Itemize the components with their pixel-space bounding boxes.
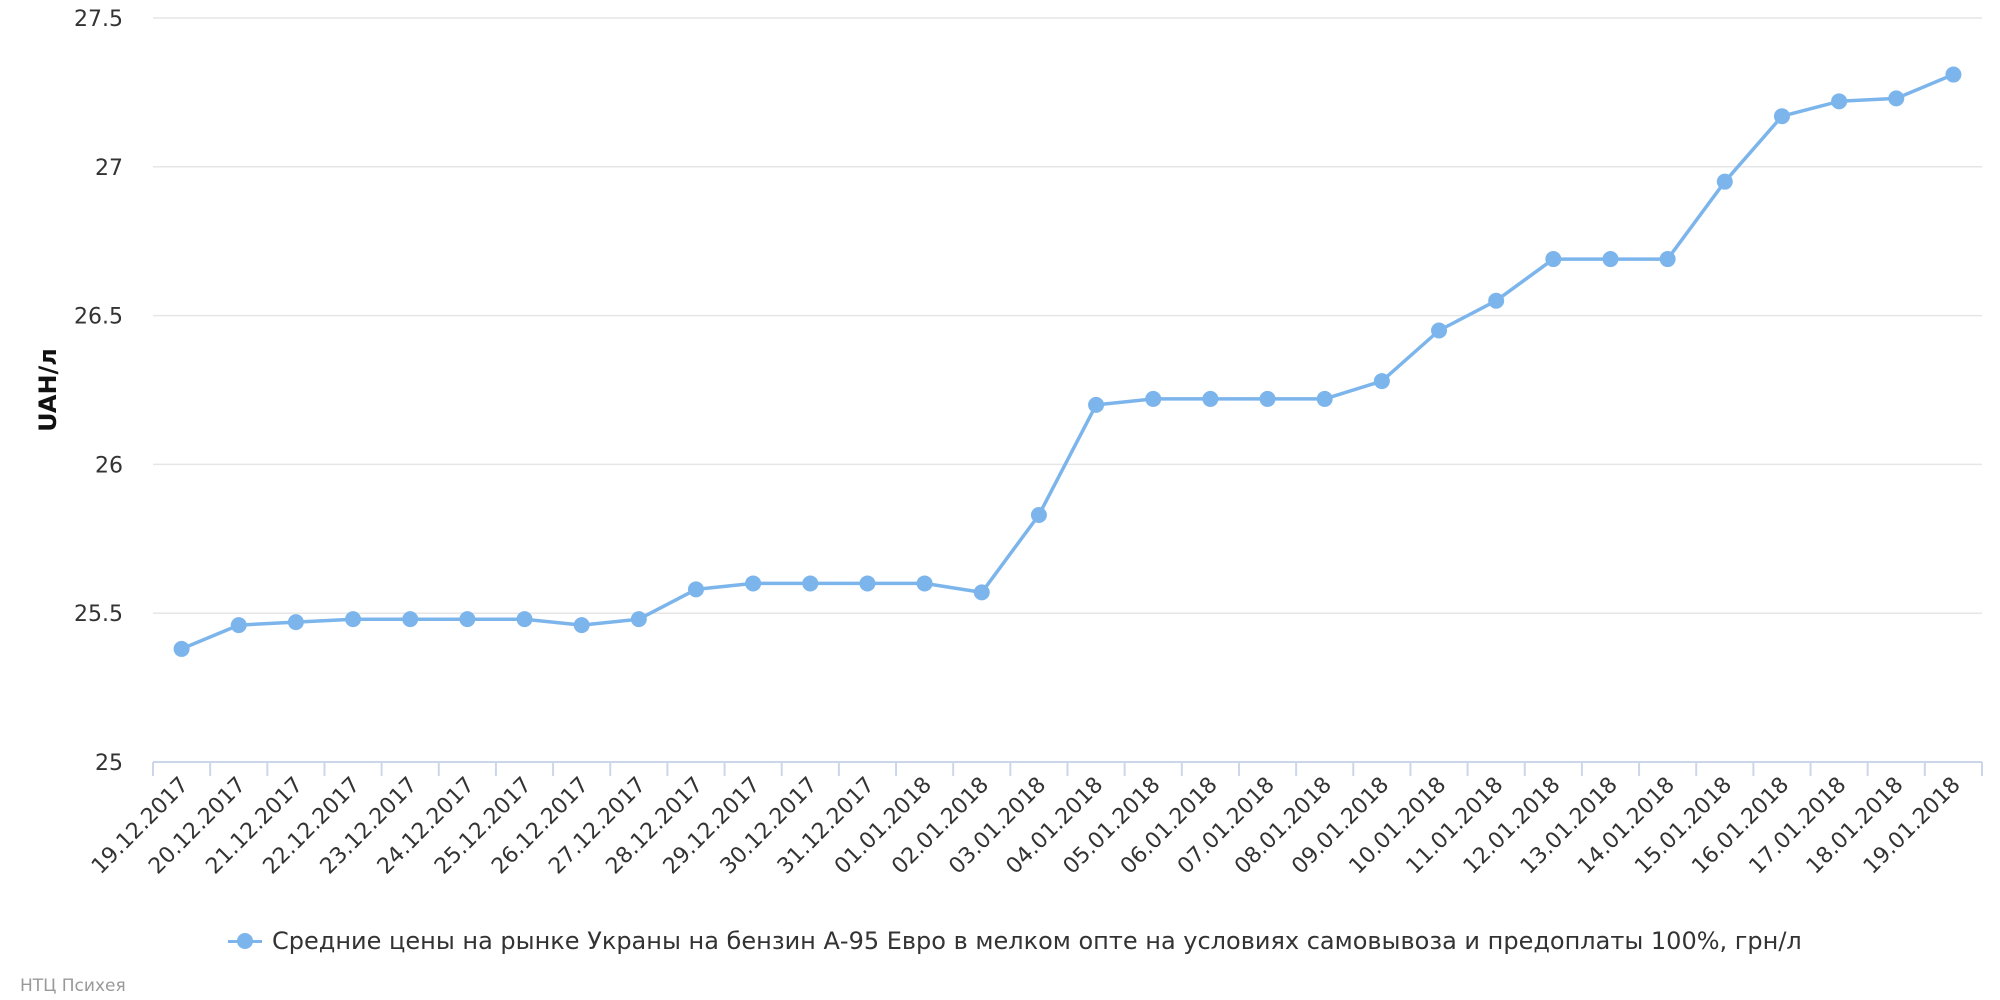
- data-point[interactable]: [173, 640, 190, 657]
- data-point[interactable]: [1030, 506, 1047, 523]
- legend[interactable]: Средние цены на рынке Украны на бензин А…: [228, 924, 1802, 958]
- data-point[interactable]: [1145, 390, 1162, 407]
- data-point[interactable]: [687, 581, 704, 598]
- data-point[interactable]: [1316, 390, 1333, 407]
- data-point[interactable]: [1259, 390, 1276, 407]
- data-point[interactable]: [859, 575, 876, 592]
- y-tick-label: 25: [95, 751, 123, 776]
- data-point[interactable]: [916, 575, 933, 592]
- data-point[interactable]: [516, 611, 533, 628]
- data-point[interactable]: [1602, 251, 1619, 268]
- data-point[interactable]: [459, 611, 476, 628]
- data-point[interactable]: [1659, 251, 1676, 268]
- y-tick-label: 25.5: [74, 602, 123, 627]
- data-point[interactable]: [573, 617, 590, 634]
- y-axis: 25 25.5 26 26.5 27 27.5: [74, 7, 123, 776]
- data-point[interactable]: [1773, 108, 1790, 125]
- series: [173, 66, 1962, 657]
- gridlines: [153, 17, 1982, 614]
- data-point[interactable]: [1488, 292, 1505, 309]
- data-point[interactable]: [1888, 90, 1905, 107]
- data-point[interactable]: [630, 611, 647, 628]
- data-point[interactable]: [1831, 93, 1848, 110]
- x-axis: 19.12.201720.12.201721.12.201722.12.2017…: [87, 761, 1983, 879]
- data-point[interactable]: [1202, 390, 1219, 407]
- y-tick-label: 26: [95, 453, 123, 478]
- data-point[interactable]: [1945, 66, 1962, 83]
- data-point[interactable]: [1545, 251, 1562, 268]
- legend-marker-icon: [228, 931, 262, 951]
- data-point[interactable]: [345, 611, 362, 628]
- data-point[interactable]: [802, 575, 819, 592]
- y-tick-label: 27.5: [74, 7, 123, 32]
- data-point[interactable]: [402, 611, 419, 628]
- data-point[interactable]: [1373, 373, 1390, 390]
- y-tick-label: 26.5: [74, 305, 123, 330]
- data-point[interactable]: [973, 584, 990, 601]
- data-point[interactable]: [1088, 396, 1105, 413]
- data-point[interactable]: [1716, 173, 1733, 190]
- legend-label: Средние цены на рынке Украны на бензин А…: [272, 927, 1802, 955]
- credits[interactable]: НТЦ Психея: [20, 976, 126, 996]
- y-axis-label: UAH/л: [34, 348, 62, 432]
- data-point[interactable]: [287, 614, 304, 631]
- data-point[interactable]: [1431, 322, 1448, 339]
- data-point[interactable]: [230, 617, 247, 634]
- y-tick-label: 27: [95, 156, 123, 181]
- data-point[interactable]: [745, 575, 762, 592]
- series-line: [179, 72, 1956, 651]
